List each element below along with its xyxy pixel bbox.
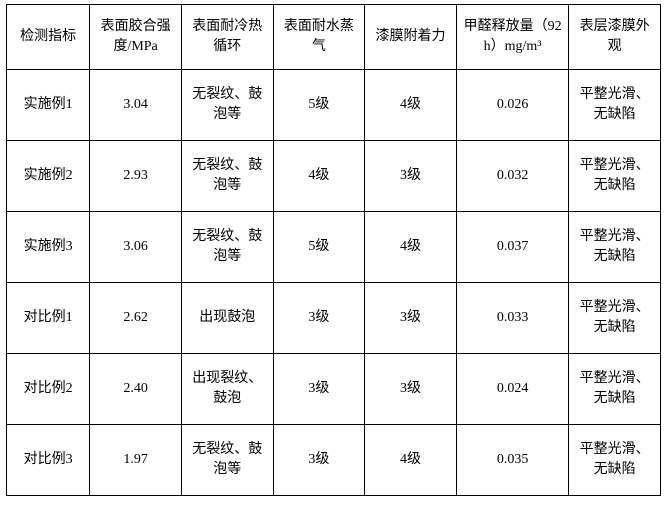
col-header-appearance: 表层漆膜外观 [569,5,661,70]
cell-steam: 3级 [273,354,365,425]
cell-thermal: 出现裂纹、鼓泡 [181,354,273,425]
cell-bond: 3.04 [90,70,182,141]
cell-thermal: 无裂纹、鼓泡等 [181,425,273,496]
table-container: 检测指标 表面胶合强度/MPa 表面耐冷热循环 表面耐水蒸气 漆膜附着力 甲醛释… [0,0,667,500]
cell-steam: 4级 [273,141,365,212]
cell-adhesion: 3级 [365,354,457,425]
col-header-steam: 表面耐水蒸气 [273,5,365,70]
cell-emission: 0.037 [456,212,568,283]
cell-bond: 2.62 [90,283,182,354]
cell-steam: 3级 [273,425,365,496]
row-label: 对比例2 [7,354,90,425]
row-label: 实施例1 [7,70,90,141]
cell-steam: 5级 [273,70,365,141]
col-header-emission: 甲醛释放量（92h）mg/m³ [456,5,568,70]
cell-appearance: 平整光滑、无缺陷 [569,425,661,496]
cell-emission: 0.026 [456,70,568,141]
cell-steam: 5级 [273,212,365,283]
cell-adhesion: 4级 [365,425,457,496]
cell-adhesion: 3级 [365,283,457,354]
cell-emission: 0.032 [456,141,568,212]
cell-appearance: 平整光滑、无缺陷 [569,354,661,425]
cell-thermal: 无裂纹、鼓泡等 [181,70,273,141]
cell-thermal: 出现鼓泡 [181,283,273,354]
cell-appearance: 平整光滑、无缺陷 [569,70,661,141]
col-header-thermal: 表面耐冷热循环 [181,5,273,70]
cell-adhesion: 4级 [365,70,457,141]
cell-steam: 3级 [273,283,365,354]
table-row: 实施例3 3.06 无裂纹、鼓泡等 5级 4级 0.037 平整光滑、无缺陷 [7,212,661,283]
table-row: 实施例1 3.04 无裂纹、鼓泡等 5级 4级 0.026 平整光滑、无缺陷 [7,70,661,141]
col-header-bond: 表面胶合强度/MPa [90,5,182,70]
table-header-row: 检测指标 表面胶合强度/MPa 表面耐冷热循环 表面耐水蒸气 漆膜附着力 甲醛释… [7,5,661,70]
cell-emission: 0.035 [456,425,568,496]
cell-adhesion: 4级 [365,212,457,283]
row-label: 对比例3 [7,425,90,496]
row-label: 对比例1 [7,283,90,354]
cell-emission: 0.024 [456,354,568,425]
data-table: 检测指标 表面胶合强度/MPa 表面耐冷热循环 表面耐水蒸气 漆膜附着力 甲醛释… [6,4,661,496]
cell-bond: 2.93 [90,141,182,212]
cell-appearance: 平整光滑、无缺陷 [569,141,661,212]
cell-thermal: 无裂纹、鼓泡等 [181,212,273,283]
table-row: 对比例3 1.97 无裂纹、鼓泡等 3级 4级 0.035 平整光滑、无缺陷 [7,425,661,496]
col-header-adhesion: 漆膜附着力 [365,5,457,70]
table-row: 对比例2 2.40 出现裂纹、鼓泡 3级 3级 0.024 平整光滑、无缺陷 [7,354,661,425]
cell-bond: 3.06 [90,212,182,283]
table-row: 对比例1 2.62 出现鼓泡 3级 3级 0.033 平整光滑、无缺陷 [7,283,661,354]
row-label: 实施例3 [7,212,90,283]
cell-bond: 2.40 [90,354,182,425]
cell-appearance: 平整光滑、无缺陷 [569,212,661,283]
cell-appearance: 平整光滑、无缺陷 [569,283,661,354]
col-header-indicator: 检测指标 [7,5,90,70]
cell-bond: 1.97 [90,425,182,496]
table-row: 实施例2 2.93 无裂纹、鼓泡等 4级 3级 0.032 平整光滑、无缺陷 [7,141,661,212]
row-label: 实施例2 [7,141,90,212]
cell-thermal: 无裂纹、鼓泡等 [181,141,273,212]
cell-adhesion: 3级 [365,141,457,212]
cell-emission: 0.033 [456,283,568,354]
